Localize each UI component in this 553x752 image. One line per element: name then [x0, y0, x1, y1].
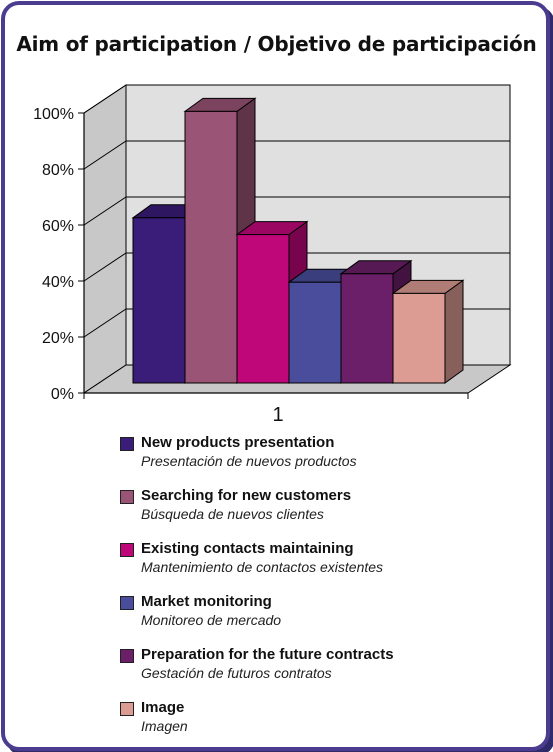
legend-label: Preparation for the future contracts [141, 646, 394, 663]
legend-label-spanish: Gestación de futuros contratos [141, 665, 332, 681]
legend-label-spanish: Presentación de nuevos productos [141, 453, 357, 469]
y-tick-label: 20% [42, 330, 74, 347]
x-category-label: 1 [272, 404, 283, 426]
y-tick-label: 60% [42, 218, 74, 235]
y-tick-label: 80% [42, 162, 74, 179]
bar-front [392, 292, 446, 384]
legend-label: Existing contacts maintaining [141, 540, 354, 557]
chart-title: Aim of participation / Objetivo de parti… [16, 32, 537, 56]
bar-front [288, 281, 342, 384]
y-tick-label: 0% [51, 386, 74, 403]
legend-swatch [120, 437, 134, 451]
bar-front [184, 110, 238, 384]
legend-label-spanish: Búsqueda de nuevos clientes [141, 506, 324, 522]
gridline [83, 252, 510, 282]
legend-swatch [120, 596, 134, 610]
y-tick-label: 100% [33, 106, 74, 123]
legend-swatch [120, 490, 134, 504]
gridline [83, 140, 510, 170]
gridline [83, 196, 510, 226]
gridline [83, 84, 510, 114]
bar [391, 279, 465, 384]
bar-front [236, 234, 290, 384]
bar-front [132, 217, 186, 384]
legend-label-spanish: Monitoreo de mercado [141, 612, 282, 628]
legend-label: New products presentation [141, 434, 335, 451]
left-wall [83, 84, 127, 394]
legend-swatch [120, 702, 134, 716]
legend-label: Image [141, 699, 185, 716]
legend-label-spanish: Imagen [141, 718, 188, 734]
legend-swatch [120, 649, 134, 663]
bar-side [444, 279, 464, 384]
legend-label-spanish: Mantenimiento de contactos existentes [141, 559, 384, 575]
y-tick-label: 40% [42, 274, 74, 291]
bar-front [340, 273, 394, 384]
legend-label: Searching for new customers [141, 487, 352, 504]
legend-swatch [120, 543, 134, 557]
legend-label: Market monitoring [141, 593, 272, 610]
